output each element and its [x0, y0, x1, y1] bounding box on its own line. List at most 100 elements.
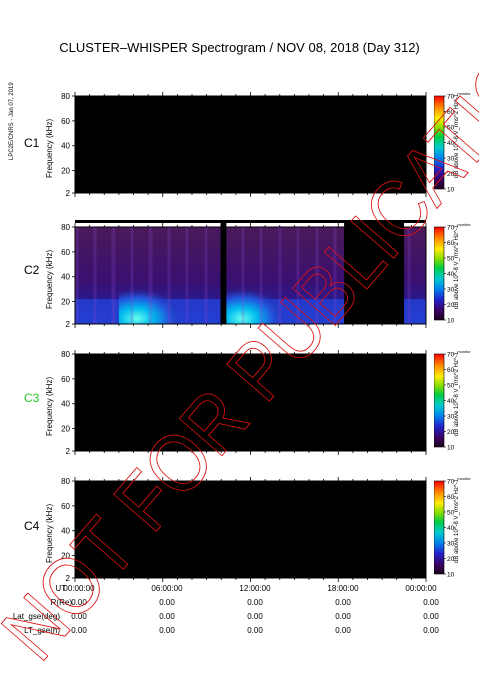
ephemeris-value: 0.00	[159, 626, 175, 635]
y-tick-label: 20	[61, 425, 70, 434]
ephemeris-value: 00:00:00	[63, 584, 95, 593]
ephemeris-value: 0.00	[335, 626, 351, 635]
colorbar-scale	[434, 480, 445, 575]
colorbar-tick-label: 60	[447, 109, 455, 116]
y-tick-label: 60	[61, 502, 70, 511]
ephemeris-value: 0.00	[423, 598, 439, 607]
colorbar-tick-label: 70	[447, 479, 455, 486]
spectrogram-plot: 80 60 40 20 2	[61, 350, 427, 456]
ephemeris-label: LT_gse(h)	[24, 626, 60, 635]
colorbar-tick-label: 60	[447, 240, 455, 247]
y-tick-label: 40	[61, 400, 70, 409]
y-axis-title: Frequency (kHz)	[45, 376, 54, 436]
ephemeris-value: 0.00	[423, 626, 439, 635]
colorbar-tag: monitor	[457, 477, 471, 481]
colorbar-tick-label: 20	[447, 556, 455, 563]
y-tick-label: 80	[61, 350, 70, 359]
colorbar-tag: monitor	[457, 350, 471, 354]
plot-title: CLUSTER–WHISPER Spectrogram / NOV 08, 20…	[59, 40, 420, 55]
y-tick-label: 80	[61, 477, 70, 486]
colorbar-tick-label: 30	[447, 156, 455, 163]
y-tick-label: 20	[61, 298, 70, 307]
ephemeris-value: 0.00	[71, 626, 87, 635]
colorbar-scale	[434, 95, 445, 190]
spectrogram-plot: 80 60 40 20 2	[61, 92, 427, 198]
ephemeris-value: 0.00	[423, 612, 439, 621]
ephemeris-value: 0.00	[335, 612, 351, 621]
colorbar-title: dB above 10^-8 V_rms^2 Hz^-1	[454, 351, 460, 436]
colorbar-tick-label: 40	[447, 271, 455, 278]
y-tick-label: 2	[66, 574, 71, 583]
ephemeris-value: 00:00:00	[405, 584, 437, 593]
colorbar-tick-label: 20	[447, 171, 455, 178]
colorbar-tick-label: 30	[447, 541, 455, 548]
colorbar-tag: monitor	[457, 92, 471, 96]
colorbar-tick-label: 70	[447, 94, 455, 101]
colorbar-tick-label: 30	[447, 287, 455, 294]
y-tick-label: 60	[61, 375, 70, 384]
colorbar-scale	[434, 226, 445, 321]
y-axis-title: Frequency (kHz)	[45, 249, 54, 309]
colorbar-tick-label: 20	[447, 302, 455, 309]
y-axis-title: Frequency (kHz)	[45, 503, 54, 563]
y-tick-label: 40	[61, 142, 70, 151]
plot-background	[75, 96, 426, 193]
ephemeris-value: 18:00:00	[327, 584, 359, 593]
data-coverage-bar	[75, 220, 426, 223]
provenance-note: LPC2E/CNRS - Jan 07, 2019	[9, 82, 15, 160]
colorbar-tick-label: 10	[447, 572, 455, 579]
ephemeris-value: 0.00	[159, 598, 175, 607]
data-gap	[344, 220, 405, 324]
y-tick-label: 20	[61, 552, 70, 561]
colorbar-tick-label: 50	[447, 256, 455, 263]
colorbar-tag: monitor	[457, 223, 471, 227]
colorbar-tick-label: 20	[447, 429, 455, 436]
colorbar-tick-label: 40	[447, 140, 455, 147]
ephemeris-value: 0.00	[247, 626, 263, 635]
ephemeris-value: 06:00:00	[151, 584, 183, 593]
spacecraft-label: C1	[24, 136, 40, 150]
ephemeris-value: 0.00	[159, 612, 175, 621]
spectrogram-plot: 80 60 40 20 2	[61, 477, 427, 583]
data-gap	[220, 220, 227, 324]
y-tick-label: 60	[61, 248, 70, 257]
ephemeris-label: Lat_gse(deg)	[12, 612, 60, 621]
ephemeris-value: 12:00:00	[239, 584, 271, 593]
y-axis-title: Frequency (kHz)	[45, 118, 54, 178]
ephemeris-label: R(Re)	[50, 598, 72, 607]
ephemeris-label: UT	[55, 584, 66, 593]
colorbar-tick-label: 30	[447, 414, 455, 421]
spacecraft-label: C4	[24, 519, 40, 533]
colorbar-tick-label: 40	[447, 398, 455, 405]
ephemeris-table: UT 00:00:00 06:00:00 12:00:00 18:00:00 0…	[0, 584, 479, 644]
colorbar-tick-label: 50	[447, 383, 455, 390]
plot-background	[75, 481, 426, 578]
plot-background	[75, 354, 426, 451]
colorbar-tick-label: 50	[447, 125, 455, 132]
colorbar-scale	[434, 353, 445, 448]
colorbar-tick-label: 40	[447, 525, 455, 532]
colorbar-title: dB above 10^-8 V_rms^2 Hz^-1	[454, 478, 460, 563]
spacecraft-label: C3	[24, 391, 40, 405]
colorbar-tick-label: 60	[447, 367, 455, 374]
colorbar-tick-label: 60	[447, 494, 455, 501]
y-tick-label: 2	[66, 189, 71, 198]
ephemeris-value: 0.00	[71, 612, 87, 621]
y-tick-label: 80	[61, 92, 70, 101]
colorbar-tick-label: 70	[447, 225, 455, 232]
colorbar-tick-label: 10	[447, 318, 455, 325]
y-tick-label: 80	[61, 223, 70, 232]
intense-emission	[118, 286, 178, 324]
y-tick-label: 60	[61, 117, 70, 126]
y-tick-label: 2	[66, 447, 71, 456]
colorbar-tick-label: 50	[447, 510, 455, 517]
y-tick-label: 20	[61, 167, 70, 176]
colorbar-title: dB above 10^-8 V_rms^2 Hz^-1	[454, 93, 460, 178]
intense-emission	[225, 286, 280, 324]
colorbar-tick-label: 10	[447, 187, 455, 194]
ephemeris-value: 0.00	[71, 598, 87, 607]
